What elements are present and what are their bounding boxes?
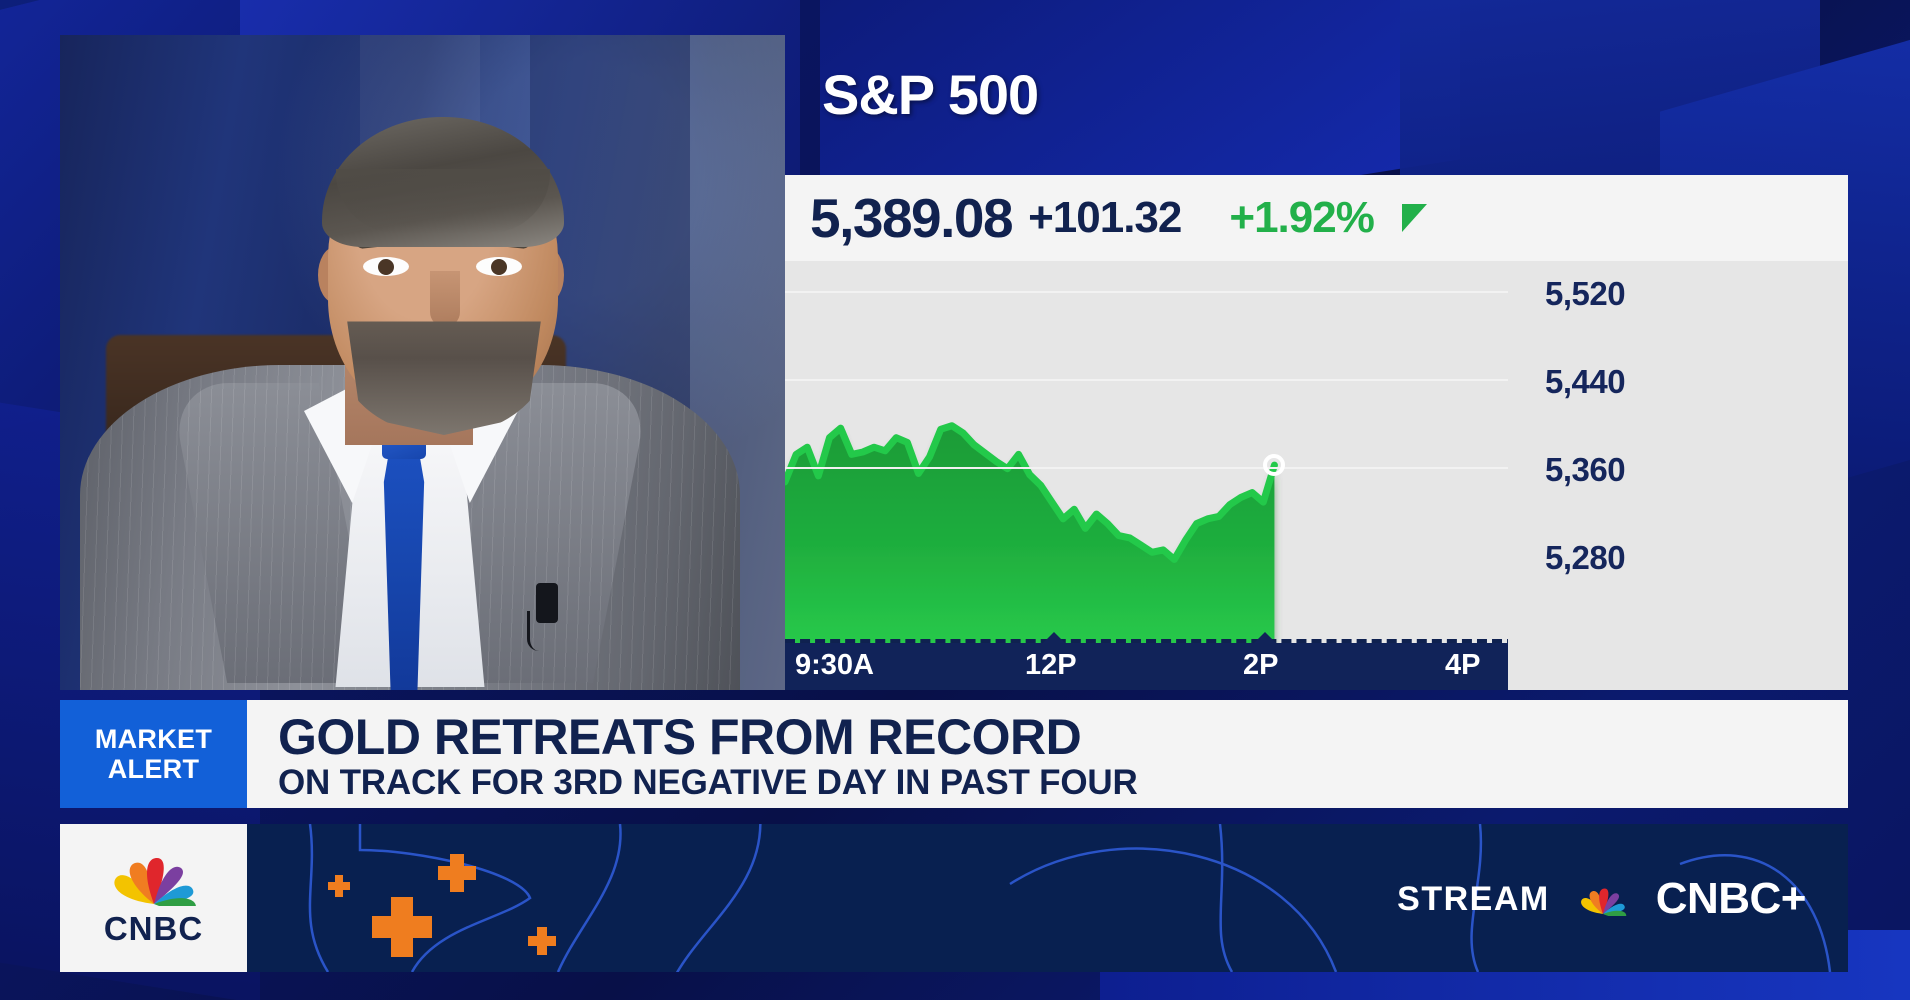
beard — [347, 321, 541, 435]
headline: GOLD RETREATS FROM RECORD — [278, 709, 1082, 765]
plus-decoration-icon — [328, 875, 350, 897]
lapel-microphone — [527, 583, 558, 651]
x-axis: 9:30A 12P 2P 4P — [785, 632, 1508, 690]
necktie — [383, 423, 425, 690]
nbc-peacock-icon — [113, 858, 196, 906]
news-banner: MARKET ALERT GOLD RETREATS FROM RECORD O… — [60, 700, 1848, 808]
intraday-chart: 9:30A 12P 2P 4P 5,520 5,440 5,360 5,280 … — [785, 261, 1848, 690]
cnbc-wordmark: CNBC — [103, 910, 204, 947]
plus-decoration-icon — [438, 854, 476, 892]
plus-decoration-icon — [528, 927, 556, 955]
x-tick-label: 2P — [1243, 649, 1279, 681]
ticker-title: S&P 500 — [822, 63, 1039, 126]
bottom-bar: CNBC STREAM CNBC+ — [60, 824, 1848, 972]
gridline — [785, 467, 1508, 469]
up-triangle-icon — [1401, 204, 1427, 232]
last-point-marker — [1263, 454, 1286, 477]
price-band: 5,389.08 +101.32 +1.92% — [785, 175, 1848, 261]
previous-close-line — [785, 639, 1848, 644]
video-feed — [60, 35, 785, 690]
nose — [430, 271, 460, 327]
subheadline: ON TRACK FOR 3RD NEGATIVE DAY IN PAST FO… — [278, 763, 1138, 802]
chart-plot-area — [785, 261, 1508, 643]
cnbc-logo: CNBC — [60, 824, 247, 972]
alert-badge-line2: ALERT — [107, 754, 200, 784]
gridline — [785, 379, 1508, 381]
nbc-peacock-icon — [1580, 888, 1626, 916]
eye-left — [363, 257, 409, 276]
y-axis-column: 5,520 5,440 5,360 5,280 — [1508, 261, 1848, 690]
quote-panel: 5,389.08 +101.32 +1.92% — [785, 175, 1848, 690]
plus-decoration-icon — [372, 897, 432, 957]
x-tick-label: 4P — [1445, 649, 1481, 681]
eye-right — [476, 257, 522, 276]
y-tick-label: 5,280 — [1545, 539, 1626, 576]
x-tick-label: 9:30A — [795, 649, 874, 681]
y-tick-label: 5,360 — [1545, 451, 1626, 488]
gridline — [785, 291, 1508, 293]
axis-tick — [1252, 632, 1278, 645]
y-tick-label: 5,440 — [1545, 363, 1626, 400]
stream-promo[interactable]: STREAM CNBC+ — [1397, 874, 1806, 924]
decorative-curves — [308, 824, 1832, 972]
axis-tick — [1041, 632, 1067, 645]
market-alert-badge: MARKET ALERT — [60, 700, 247, 808]
percent-change: +1.92% — [1229, 193, 1374, 242]
price-change: +101.32 — [1028, 193, 1182, 242]
x-tick-label: 12P — [1025, 649, 1077, 681]
stream-label: STREAM — [1397, 879, 1550, 918]
y-tick-label: 5,520 — [1545, 275, 1626, 312]
price-series — [785, 422, 1278, 643]
cnbc-plus-wordmark: CNBC+ — [1655, 874, 1807, 923]
last-price: 5,389.08 — [810, 187, 1014, 249]
alert-badge-line1: MARKET — [94, 723, 213, 754]
